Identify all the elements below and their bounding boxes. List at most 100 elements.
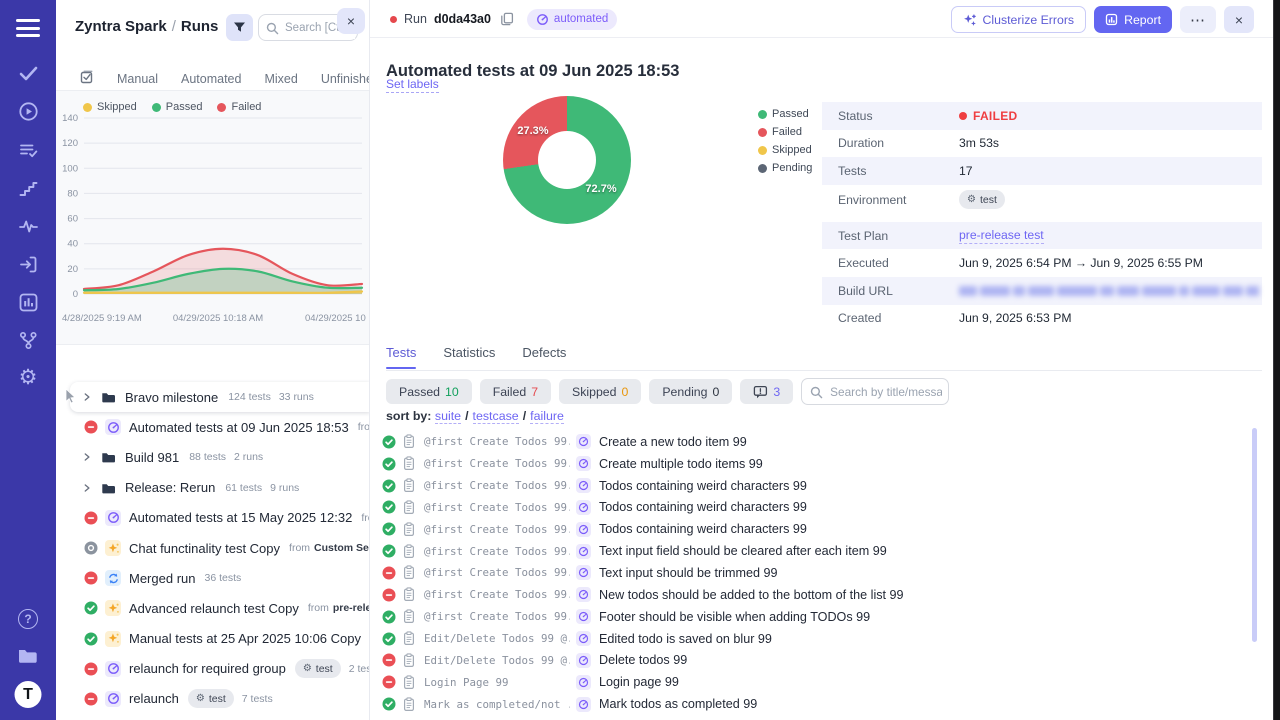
suite-name[interactable]: @first Create Todos 99...: [424, 500, 570, 514]
filter-comments[interactable]: 3: [740, 379, 794, 404]
test-row[interactable]: Edit/Delete Todos 99 @... Edited todo is …: [380, 628, 1260, 650]
menu-hamburger-icon[interactable]: [16, 19, 40, 38]
run-row[interactable]: Manual tests at 25 Apr 2025 10:06 Copy f…: [56, 624, 369, 654]
test-row[interactable]: Edit/Delete Todos 99 @... Delete todos 99: [380, 649, 1260, 671]
automated-robot-icon: [576, 587, 591, 603]
import-icon[interactable]: [17, 253, 39, 275]
sort-by-testcase[interactable]: testcase: [472, 409, 519, 424]
more-button[interactable]: ⋯: [1180, 6, 1216, 33]
environment-badge[interactable]: ⚙ test: [959, 190, 1005, 210]
test-title[interactable]: Text input field should be cleared after…: [599, 544, 887, 559]
tab-tests[interactable]: Tests: [386, 345, 417, 369]
sort-by-failure[interactable]: failure: [530, 409, 564, 424]
tests-scrollbar[interactable]: [1252, 428, 1257, 642]
tests-search-input[interactable]: [828, 380, 945, 403]
run-row[interactable]: Automated tests at 15 May 2025 12:32 fro…: [56, 503, 369, 533]
tab-defects[interactable]: Defects: [522, 345, 567, 360]
help-icon[interactable]: ?: [17, 608, 39, 630]
suite-name[interactable]: @first Create Todos 99...: [424, 566, 570, 580]
suite-name[interactable]: @first Create Todos 99...: [424, 588, 570, 602]
tab-unfinished[interactable]: Unfinished: [320, 71, 369, 86]
suite-name[interactable]: Edit/Delete Todos 99 @...: [424, 632, 570, 646]
test-status-icon: [382, 675, 396, 689]
run-folder-row[interactable]: Release: Rerun 61 tests 9 runs: [56, 473, 369, 503]
test-title[interactable]: Edited todo is saved on blur 99: [599, 631, 772, 646]
filter-passed[interactable]: Passed 10: [386, 379, 472, 404]
test-row[interactable]: @first Create Todos 99... Text input shou…: [380, 562, 1260, 584]
chevron-right-icon[interactable]: [81, 451, 93, 463]
test-title[interactable]: Todos containing weird characters 99: [599, 478, 807, 493]
suite-name[interactable]: Login Page 99: [424, 675, 509, 689]
tab-statistics[interactable]: Statistics: [443, 345, 496, 360]
test-row[interactable]: @first Create Todos 99... Todos containin…: [380, 518, 1260, 540]
run-row[interactable]: Merged run 36 tests: [56, 563, 369, 593]
chevron-right-icon[interactable]: [81, 391, 93, 403]
suite-name[interactable]: @first Create Todos 99...: [424, 610, 570, 624]
run-row[interactable]: Advanced relaunch test Copy from pre-rele…: [56, 593, 369, 623]
suite-name[interactable]: @first Create Todos 99...: [424, 435, 570, 449]
suite-name[interactable]: @first Create Todos 99...: [424, 479, 570, 493]
suite-name[interactable]: @first Create Todos 99...: [424, 522, 570, 536]
tab-mixed[interactable]: Mixed: [264, 71, 298, 86]
test-title[interactable]: Todos containing weird characters 99: [599, 522, 807, 537]
test-row[interactable]: Mark as completed/not ... Mark todos as c…: [380, 693, 1260, 715]
test-title[interactable]: Footer should be visible when adding TOD…: [599, 609, 871, 624]
suite-name[interactable]: @first Create Todos 99...: [424, 457, 570, 471]
test-title[interactable]: Mark todos as completed 99: [599, 697, 758, 712]
filter-skipped[interactable]: Skipped 0: [559, 379, 642, 404]
filter-button[interactable]: [226, 14, 253, 41]
test-row[interactable]: @first Create Todos 99... Text input fiel…: [380, 540, 1260, 562]
test-status-icon: [382, 435, 396, 449]
test-row[interactable]: @first Create Todos 99... Todos containin…: [380, 475, 1260, 497]
chevron-right-icon[interactable]: [81, 482, 93, 494]
test-title[interactable]: Login page 99: [599, 675, 679, 690]
report-button[interactable]: Report: [1094, 6, 1172, 33]
test-list-icon[interactable]: [17, 139, 39, 161]
panel-close-button[interactable]: ×: [337, 8, 365, 34]
test-title[interactable]: Todos containing weird characters 99: [599, 500, 807, 515]
suite-name[interactable]: Edit/Delete Todos 99 @...: [424, 653, 570, 667]
app-logo[interactable]: T: [14, 681, 42, 708]
close-run-button[interactable]: ×: [1224, 6, 1254, 33]
tab-automated[interactable]: Automated: [181, 71, 242, 86]
automated-badge[interactable]: automated: [526, 8, 618, 30]
test-row[interactable]: Login Page 99 Login page 99: [380, 671, 1260, 693]
testcase-clipboard-icon: [402, 653, 416, 668]
test-row[interactable]: @first Create Todos 99... New todos shoul…: [380, 584, 1260, 606]
run-row[interactable]: Automated tests at 09 Jun 2025 18:53 fro…: [56, 412, 369, 442]
run-play-icon[interactable]: [17, 100, 39, 122]
test-title[interactable]: Delete todos 99: [599, 653, 688, 668]
branches-icon[interactable]: [17, 329, 39, 351]
test-title[interactable]: Create a new todo item 99: [599, 434, 747, 449]
set-labels-link[interactable]: Set labels: [386, 77, 439, 93]
run-row[interactable]: relaunch for required group ⚙test 2 test…: [56, 654, 369, 684]
run-row[interactable]: relaunch ⚙ test 7 tests: [56, 684, 369, 714]
sort-by-suite[interactable]: suite: [434, 409, 462, 424]
test-plan-link[interactable]: pre-release test: [959, 227, 1044, 244]
run-row[interactable]: Chat functinality test Copy from Custom S…: [56, 533, 369, 563]
steps-icon[interactable]: [17, 177, 39, 199]
test-title[interactable]: Text input should be trimmed 99: [599, 565, 778, 580]
settings-gear-icon[interactable]: ⚙: [18, 365, 38, 389]
copy-icon[interactable]: [500, 12, 514, 26]
analytics-pulse-icon[interactable]: [17, 215, 39, 237]
test-row[interactable]: @first Create Todos 99... Todos containin…: [380, 497, 1260, 519]
project-name[interactable]: Zyntra Spark: [75, 18, 167, 35]
filter-pending[interactable]: Pending 0: [649, 379, 733, 404]
checks-icon[interactable]: [17, 62, 39, 84]
clusterize-errors-button[interactable]: Clusterize Errors: [950, 6, 1087, 33]
projects-folder-icon[interactable]: [17, 645, 39, 667]
tab-manual[interactable]: Manual: [117, 71, 158, 86]
suite-name[interactable]: Mark as completed/not ...: [424, 697, 570, 711]
test-title[interactable]: New todos should be added to the bottom …: [599, 587, 904, 602]
test-row[interactable]: @first Create Todos 99... Create multiple…: [380, 453, 1260, 475]
test-row[interactable]: @first Create Todos 99... Create a new to…: [380, 431, 1260, 453]
run-folder-row[interactable]: Build 981 88 tests 2 runs: [56, 442, 369, 472]
test-row[interactable]: @first Create Todos 99... Footer should b…: [380, 606, 1260, 628]
suite-name[interactable]: @first Create Todos 99...: [424, 544, 570, 558]
run-folder-row[interactable]: Bravo milestone 124 tests 33 runs: [70, 382, 369, 413]
filter-failed[interactable]: Failed 7: [479, 379, 552, 404]
reports-icon[interactable]: [17, 291, 39, 313]
test-title[interactable]: Create multiple todo items 99: [599, 456, 763, 471]
select-runs-icon[interactable]: [80, 70, 94, 87]
